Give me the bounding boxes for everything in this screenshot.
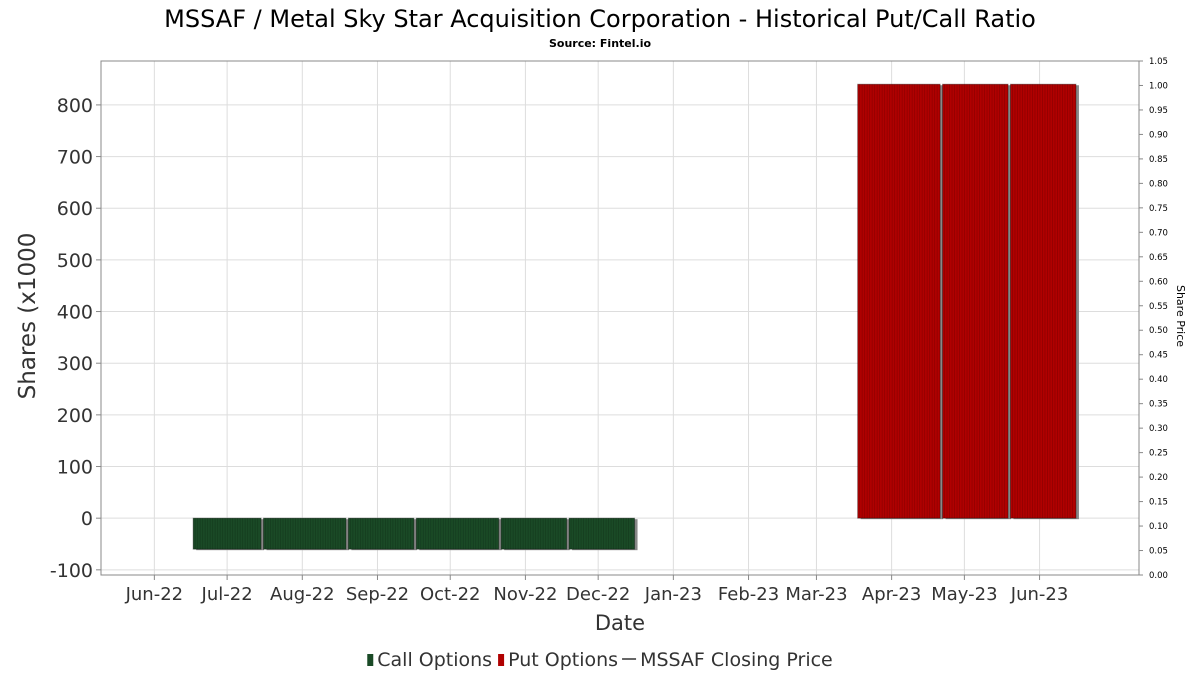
x-tick-label: Oct-22 bbox=[420, 584, 481, 605]
x-tick-label: Apr-23 bbox=[862, 584, 921, 605]
bar-put-options-2 bbox=[1009, 83, 1077, 519]
y2-tick-label: 0.60 bbox=[1149, 277, 1168, 287]
bar-call-options-0 bbox=[192, 517, 262, 550]
bar-call-options-1 bbox=[262, 517, 347, 550]
bar-call-options-5 bbox=[568, 517, 636, 550]
y-tick-label: 200 bbox=[57, 405, 93, 427]
legend: Call Options Put Options MSSAF Closing Pri… bbox=[367, 649, 833, 671]
x-tick-label: Jun-22 bbox=[125, 584, 184, 605]
legend-item-call-options: Call Options bbox=[367, 649, 492, 671]
plot-frame bbox=[100, 60, 1140, 576]
x-tick-label: Mar-23 bbox=[785, 584, 847, 605]
y2-tick-label: 0.80 bbox=[1149, 179, 1168, 189]
axes: -100 0 100 200 300 400 500 600 700 800 Jun-22 Jul-2… bbox=[50, 57, 1168, 605]
y2-tick-label: 0.55 bbox=[1149, 302, 1168, 312]
chart-subtitle: Source: Fintel.io bbox=[549, 37, 651, 50]
x-tick-label: Aug-22 bbox=[270, 584, 335, 605]
legend-label: Put Options bbox=[508, 649, 618, 671]
y2-tick-label: 0.95 bbox=[1149, 106, 1168, 116]
y-tick-label: 400 bbox=[57, 302, 93, 324]
y-tick-label: 0 bbox=[81, 508, 93, 530]
y2-tick-label: 0.90 bbox=[1149, 130, 1168, 140]
y2-tick-label: 0.70 bbox=[1149, 228, 1168, 238]
x-tick-label: Sep-22 bbox=[346, 584, 409, 605]
y2-tick-label: 0.40 bbox=[1149, 375, 1168, 385]
y-axis-label: Shares (x1000 bbox=[15, 233, 41, 400]
legend-item-put-options: Put Options bbox=[498, 649, 618, 671]
y2-tick-label: 1.00 bbox=[1149, 81, 1168, 91]
y2-tick-label: 0.20 bbox=[1149, 473, 1168, 483]
bar-call-options-4 bbox=[500, 517, 568, 550]
x-axis-label: Date bbox=[595, 611, 645, 635]
y-tick-label: 500 bbox=[57, 250, 93, 272]
bar-put-options-1 bbox=[942, 83, 1009, 519]
x-tick-label: Dec-22 bbox=[566, 584, 630, 605]
x-tick-label: Jul-22 bbox=[201, 584, 253, 605]
y2-tick-label: 0.35 bbox=[1149, 400, 1168, 410]
legend-item-mssaf-closing-price: MSSAF Closing Price bbox=[622, 649, 833, 671]
legend-label: Call Options bbox=[377, 649, 492, 671]
y2-tick-label: 0.65 bbox=[1149, 253, 1168, 263]
chart-title: MSSAF / Metal Sky Star Acquisition Corpo… bbox=[164, 5, 1036, 33]
bar-call-options-2 bbox=[347, 517, 415, 550]
y2-tick-label: 0.25 bbox=[1149, 449, 1168, 459]
y2-tick-label: 0.45 bbox=[1149, 351, 1168, 361]
x-tick-label: Jan-23 bbox=[644, 584, 702, 605]
legend-swatch bbox=[367, 654, 374, 666]
y2-tick-label: 0.10 bbox=[1149, 522, 1168, 532]
y-tick-label: -100 bbox=[50, 560, 93, 582]
y2-axis-label: Share Price bbox=[1174, 285, 1187, 347]
y2-tick-label: 0.15 bbox=[1149, 498, 1168, 508]
y-tick-label: 600 bbox=[57, 198, 93, 220]
y2-tick-label: 0.50 bbox=[1149, 326, 1168, 336]
x-tick-label: Nov-22 bbox=[493, 584, 557, 605]
bar-call-options-3 bbox=[415, 517, 500, 550]
y2-tick-label: 0.85 bbox=[1149, 155, 1168, 165]
legend-swatch bbox=[498, 654, 505, 666]
y-tick-label: 100 bbox=[57, 457, 93, 479]
x-tick-label: May-23 bbox=[931, 584, 997, 605]
y2-tick-label: 1.05 bbox=[1149, 57, 1168, 67]
y2-tick-label: 0.30 bbox=[1149, 424, 1168, 434]
y2-tick-label: 0.00 bbox=[1149, 571, 1168, 581]
y-tick-label: 300 bbox=[57, 353, 93, 375]
y-tick-label: 800 bbox=[57, 95, 93, 117]
x-tick-label: Feb-23 bbox=[718, 584, 779, 605]
y2-tick-label: 0.05 bbox=[1149, 547, 1168, 557]
y-tick-label: 700 bbox=[57, 147, 93, 169]
bars bbox=[192, 83, 1079, 551]
bar-put-options-0 bbox=[857, 83, 941, 519]
legend-label: MSSAF Closing Price bbox=[640, 649, 833, 671]
y2-tick-label: 0.75 bbox=[1149, 204, 1168, 214]
x-tick-label: Jun-23 bbox=[1010, 584, 1069, 605]
